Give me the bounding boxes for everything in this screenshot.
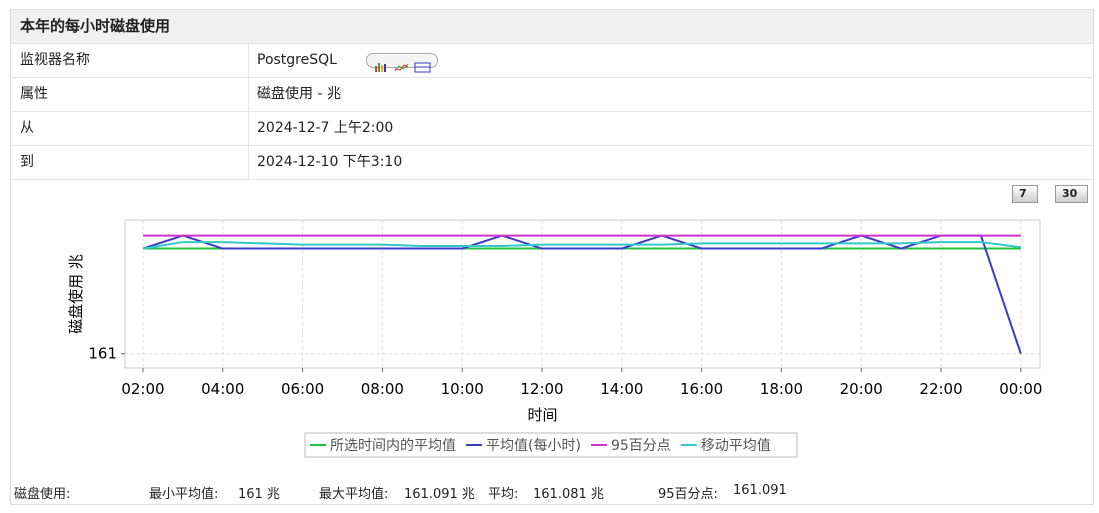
range-button[interactable]: 7 [1012,185,1038,203]
table-row: 从 2024-12-7 上午2:00 [11,112,1093,146]
legend-label: 95百分点 [611,438,671,454]
column-divider [248,146,249,179]
panel-title: 本年的每小时磁盘使用 [11,10,1093,44]
summary-key: 95百分点: [658,487,718,502]
chart: 02:00 04:00 06:00 08:00 10:00 12:00 14:00 16:00… [67,219,1042,458]
row-value: 2024-12-7 上午2:00 [257,120,394,136]
summary-key: 平均: [488,487,519,502]
series-line [142,234,1022,355]
summary-value: 161.081 兆 [533,487,604,502]
legend-label: 平均值(每小时) [486,438,581,454]
x-tick-label: 14:00 [600,380,643,398]
summary-key: 最大平均值: [319,487,389,502]
y-axis-title: 磁盘使用 兆 [67,254,85,334]
x-tick-label: 20:00 [840,380,883,398]
x-tick-label: 16:00 [680,380,723,398]
row-label: 监视器名称 [20,52,90,68]
info-table: 监视器名称 PostgreSQL 属性 磁盘使用 - 兆从 2024-12-7 上午2:… [11,44,1093,180]
x-tick-label: 04:00 [201,380,244,398]
x-tick-label: 00:00 [999,380,1042,398]
range-button[interactable]: 30 [1055,185,1089,203]
row-value: PostgreSQL [257,52,337,68]
icons[interactable] [367,61,437,74]
column-divider [248,78,249,111]
legend-label: 移动平均值 [701,438,771,454]
plot-area [124,219,1041,369]
legend [304,432,798,458]
x-tick-label: 06:00 [281,380,324,398]
legend-label: 所选时间内的平均值 [330,438,456,454]
row-label: 属性 [20,86,48,102]
summary-value: 161 兆 [238,487,280,502]
chart-type-icons [366,53,438,73]
summary-key: 最小平均值: [149,487,219,502]
x-tick-label: 10:00 [441,380,484,398]
table-row: 属性 磁盘使用 - 兆 [11,78,1093,112]
x-axis-title: 时间 [527,406,557,424]
row-label: 到 [20,154,34,170]
x-tick-label: 12:00 [520,380,563,398]
row-value: 磁盘使用 - 兆 [257,86,341,102]
summary-label: 磁盘使用: [14,487,71,502]
column-divider [248,44,249,77]
table-row: 到 2024-12-10 下午3:10 [11,146,1093,180]
y-tick-label: 161 [88,345,117,363]
x-tick-label: 22:00 [919,380,962,398]
summary-value: 161.091 兆 [404,487,475,502]
summary-value: 161.091 [733,483,787,498]
row-label: 从 [20,120,34,136]
table-row: 监视器名称 PostgreSQL [11,44,1093,78]
series-line [142,241,1021,250]
x-tick-label: 02:00 [121,380,164,398]
x-tick-label: 08:00 [361,380,404,398]
x-tick-label: 18:00 [760,380,803,398]
row-value: 2024-12-10 下午3:10 [257,154,403,170]
column-divider [248,112,249,145]
panel: 本年的每小时磁盘使用 监视器名称 PostgreSQL 属性 磁盘使用 - 兆从 202… [10,9,1094,505]
